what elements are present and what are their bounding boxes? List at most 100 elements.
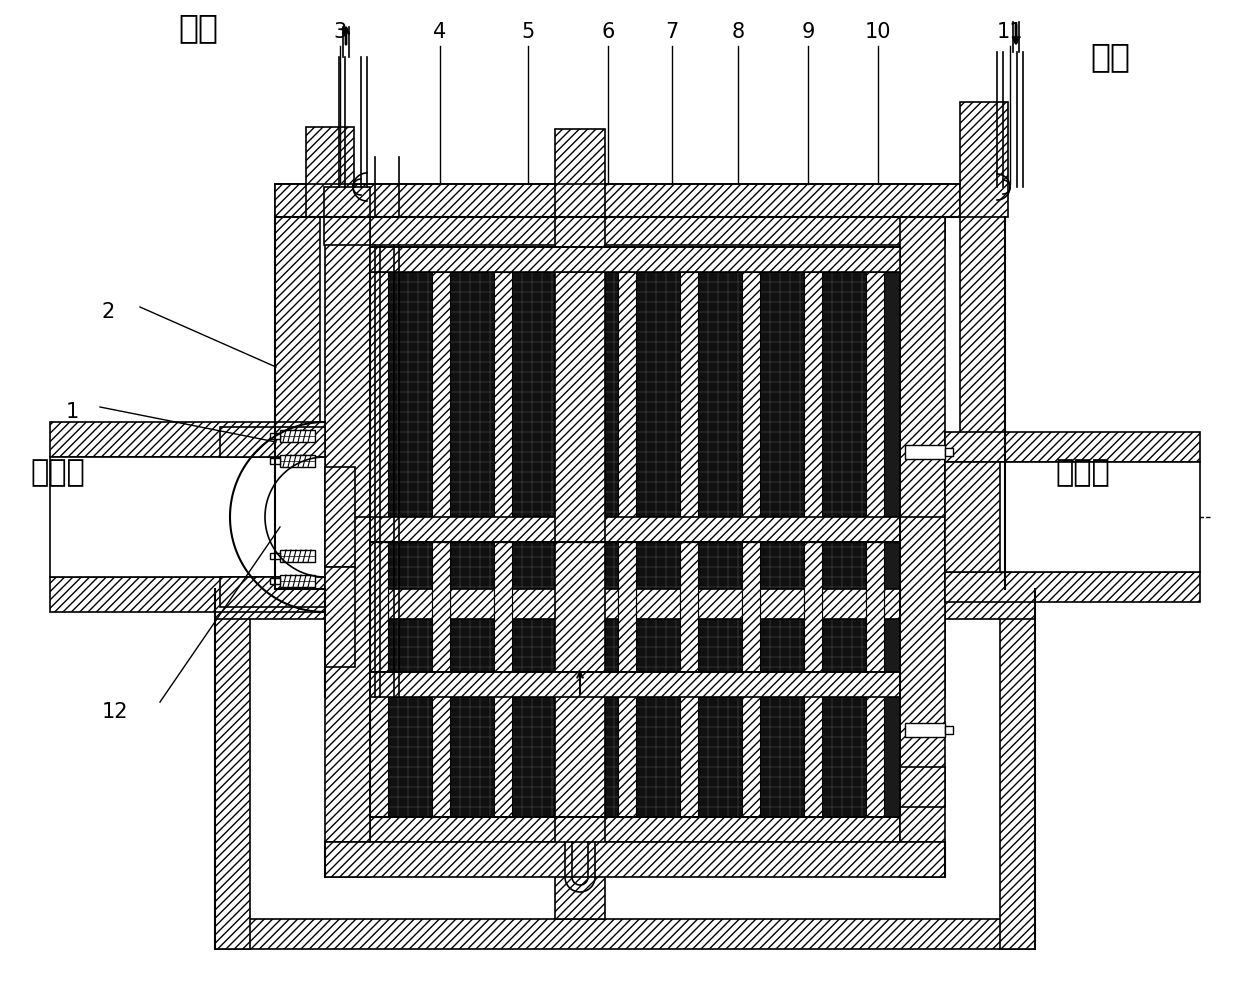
Bar [388, 542, 432, 817]
Bar [275, 184, 970, 217]
Bar [219, 427, 325, 457]
Bar [50, 422, 325, 457]
Bar [270, 433, 280, 439]
Bar [494, 272, 512, 672]
Text: 8: 8 [732, 22, 744, 42]
Bar [945, 432, 1200, 462]
Bar [556, 272, 574, 672]
Text: 5: 5 [521, 22, 534, 42]
Bar [905, 723, 945, 737]
Bar [370, 517, 900, 542]
Bar [280, 550, 315, 562]
Bar [760, 542, 804, 817]
Bar [945, 572, 1200, 602]
Bar [945, 462, 999, 572]
Bar [370, 542, 900, 817]
Bar [900, 842, 945, 877]
Bar [325, 217, 945, 245]
Bar [636, 272, 680, 672]
Bar [905, 445, 945, 459]
Bar [822, 272, 866, 672]
Bar [945, 448, 954, 456]
Bar [370, 542, 900, 817]
Bar [50, 577, 325, 612]
Text: 进水: 进水 [1090, 40, 1130, 74]
Bar [370, 817, 900, 842]
Bar [370, 672, 900, 697]
Bar [370, 542, 388, 817]
Bar [325, 467, 355, 567]
Bar [760, 272, 804, 672]
Text: 9: 9 [801, 22, 815, 42]
Bar [999, 574, 1035, 949]
Bar [574, 542, 618, 817]
Bar [900, 767, 945, 807]
Text: 1: 1 [66, 402, 78, 422]
Bar [804, 272, 822, 672]
Bar [804, 542, 822, 817]
Bar [325, 517, 370, 842]
Bar [325, 842, 370, 877]
Bar [960, 102, 1008, 217]
Bar [370, 272, 900, 672]
Bar [556, 129, 605, 919]
Bar [370, 247, 900, 272]
Bar [574, 272, 618, 672]
Bar [50, 457, 325, 577]
Text: 出水: 出水 [179, 11, 218, 44]
Bar [636, 542, 680, 817]
Bar [325, 217, 370, 697]
Bar [960, 184, 1004, 589]
Bar [280, 430, 315, 442]
Bar [866, 272, 884, 672]
Bar [275, 184, 320, 589]
Bar [900, 217, 945, 697]
Bar [866, 542, 884, 817]
Bar [494, 542, 512, 817]
Bar [512, 272, 556, 672]
Bar [215, 574, 250, 949]
Text: 10: 10 [864, 22, 892, 42]
Bar [270, 458, 280, 464]
Bar [618, 272, 636, 672]
Text: 4: 4 [433, 22, 446, 42]
Text: 输出端: 输出端 [1055, 458, 1110, 487]
Bar [324, 187, 370, 245]
Bar [215, 589, 1035, 619]
Bar [556, 542, 574, 817]
Text: 2: 2 [102, 302, 114, 322]
Bar [325, 842, 945, 877]
Text: 输入端: 输入端 [30, 458, 84, 487]
Bar [945, 462, 1200, 572]
Bar [325, 567, 355, 667]
Bar [618, 542, 636, 817]
Text: 6: 6 [601, 22, 615, 42]
Bar [680, 542, 698, 817]
Bar [450, 542, 494, 817]
Text: 12: 12 [102, 702, 128, 722]
Bar [742, 272, 760, 672]
Bar [822, 542, 866, 817]
Bar [512, 542, 556, 817]
Bar [698, 272, 742, 672]
Bar [388, 272, 432, 672]
Bar [742, 542, 760, 817]
Bar [900, 517, 945, 842]
Bar [432, 542, 450, 817]
Bar [280, 455, 315, 467]
Bar [219, 577, 325, 607]
Bar [370, 672, 900, 697]
Bar [280, 575, 315, 587]
Text: 3: 3 [334, 22, 347, 42]
Bar [370, 272, 388, 672]
Text: 7: 7 [666, 22, 678, 42]
Bar [306, 127, 353, 217]
Text: 11: 11 [997, 22, 1023, 42]
Bar [370, 272, 900, 672]
Bar [698, 542, 742, 817]
Bar [432, 272, 450, 672]
Bar [270, 578, 280, 584]
Bar [270, 553, 280, 559]
Bar [450, 272, 494, 672]
Bar [680, 272, 698, 672]
